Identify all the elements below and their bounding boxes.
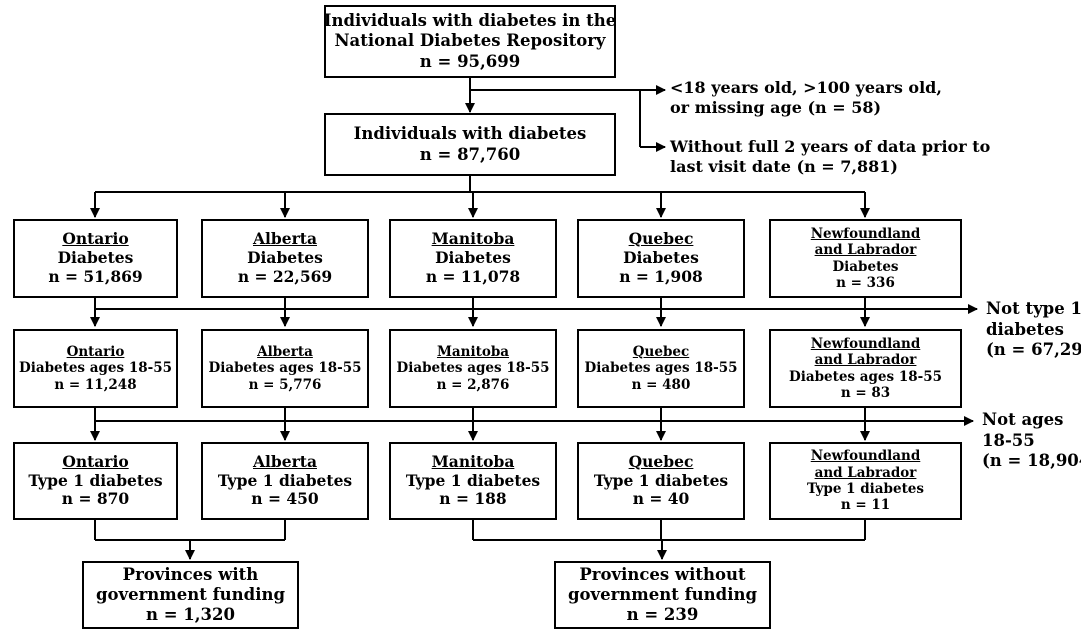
cohort-count: n = 188	[439, 489, 507, 509]
exclusion-data-line2: last visit date (n = 7,881)	[670, 157, 898, 176]
cohort-label: Diabetes	[57, 248, 134, 268]
cohort-label: Diabetes	[247, 248, 323, 268]
province-name: Alberta	[257, 343, 313, 360]
cohort-label: Diabetes ages 18-55	[584, 360, 738, 377]
cohort-label: Diabetes ages 18-55	[19, 360, 172, 377]
funded-line1: Provinces with	[122, 564, 259, 584]
root-line1: Individuals with diabetes in the	[323, 11, 617, 31]
manitoba-diabetes-box: Manitoba Diabetes n = 11,078	[389, 219, 557, 298]
alberta-ages-box: Alberta Diabetes ages 18-55 n = 5,776	[201, 329, 369, 408]
province-name: Manitoba	[436, 343, 510, 360]
quebec-type1-box: Quebec Type 1 diabetes n = 40	[577, 442, 745, 520]
not-type1-line2: diabetes	[986, 319, 1064, 339]
province-name-part1: Newfoundland	[810, 448, 921, 465]
province-name: Ontario	[62, 451, 129, 471]
ontario-type1-box: Ontario Type 1 diabetes n = 870	[13, 442, 178, 520]
not-ages-note: Not ages 18-55 (n = 18,904)	[982, 410, 1081, 472]
cohort-count: n = 450	[251, 489, 319, 509]
province-name: Manitoba	[431, 451, 515, 471]
cohort-count: n = 5,776	[248, 376, 322, 393]
second-count: n = 87,760	[419, 144, 521, 164]
manitoba-ages-box: Manitoba Diabetes ages 18-55 n = 2,876	[389, 329, 557, 408]
newfoundland-diabetes-box: Newfoundland and Labrador Diabetes n = 3…	[769, 219, 962, 298]
province-name: Manitoba	[431, 229, 515, 249]
not-type1-line1: Not type 1	[986, 299, 1081, 318]
unfunded-line2: government funding	[567, 584, 758, 604]
province-name: Alberta	[253, 451, 317, 471]
province-name-part1: Newfoundland	[810, 335, 921, 352]
province-name: Quebec	[628, 229, 694, 249]
exclusion-age-line1: <18 years old, >100 years old,	[670, 78, 942, 97]
second-box: Individuals with diabetes n = 87,760	[324, 113, 616, 176]
ontario-ages-box: Ontario Diabetes ages 18-55 n = 11,248	[13, 329, 178, 408]
funded-line2: government funding	[95, 584, 286, 604]
province-name: Alberta	[253, 229, 317, 249]
cohort-count: n = 40	[632, 489, 690, 509]
cohort-count: n = 51,869	[48, 266, 143, 286]
cohort-count: n = 336	[836, 274, 895, 291]
root-count: n = 95,699	[419, 51, 521, 71]
cohort-label: Diabetes	[832, 258, 899, 275]
cohort-label: Diabetes	[435, 248, 511, 268]
cohort-label: Type 1 diabetes	[593, 470, 729, 490]
cohort-count: n = 11,078	[425, 266, 521, 286]
cohort-label: Diabetes ages 18-55	[396, 360, 550, 377]
quebec-ages-box: Quebec Diabetes ages 18-55 n = 480	[577, 329, 745, 408]
cohort-label: Type 1 diabetes	[807, 481, 924, 497]
cohort-label: Type 1 diabetes	[28, 470, 163, 490]
unfunded-box: Provinces without government funding n =…	[554, 561, 771, 629]
cohort-count: n = 22,569	[237, 266, 333, 286]
unfunded-count: n = 239	[626, 605, 699, 625]
cohort-count: n = 11	[840, 497, 891, 514]
exclusion-data-line1: Without full 2 years of data prior to	[670, 137, 991, 156]
province-name: Quebec	[628, 451, 694, 471]
root-line2: National Diabetes Repository	[334, 31, 606, 51]
province-name: Ontario	[66, 343, 125, 360]
manitoba-type1-box: Manitoba Type 1 diabetes n = 188	[389, 442, 557, 520]
province-name: Ontario	[62, 229, 129, 249]
newfoundland-ages-box: Newfoundland and Labrador Diabetes ages …	[769, 329, 962, 408]
exclusion-age-line2: or missing age (n = 58)	[670, 98, 882, 117]
not-ages-line2: 18-55	[982, 430, 1035, 450]
root-box: Individuals with diabetes in the Nationa…	[324, 5, 616, 78]
ontario-diabetes-box: Ontario Diabetes n = 51,869	[13, 219, 178, 298]
not-type1-line3: (n = 67,297)	[986, 340, 1081, 360]
cohort-label: Type 1 diabetes	[405, 470, 541, 490]
cohort-count: n = 480	[631, 376, 691, 393]
alberta-diabetes-box: Alberta Diabetes n = 22,569	[201, 219, 369, 298]
province-name-part2: and Labrador	[814, 464, 917, 481]
newfoundland-type1-box: Newfoundland and Labrador Type 1 diabete…	[769, 442, 962, 520]
exclusion-data-note: Without full 2 years of data prior to la…	[670, 137, 990, 177]
province-name-part1: Newfoundland	[810, 225, 921, 242]
province-name: Quebec	[632, 343, 690, 360]
cohort-label: Diabetes	[623, 248, 699, 268]
cohort-count: n = 11,248	[54, 376, 137, 393]
cohort-count: n = 870	[61, 489, 130, 509]
not-type1-note: Not type 1 diabetes (n = 67,297)	[986, 299, 1081, 361]
cohort-count: n = 2,876	[436, 376, 510, 393]
funded-count: n = 1,320	[146, 605, 235, 625]
cohort-label: Diabetes ages 18-55	[789, 368, 942, 385]
not-ages-line3: (n = 18,904)	[982, 451, 1081, 471]
unfunded-line1: Provinces without	[579, 564, 746, 584]
cohort-count: n = 1,908	[619, 266, 703, 286]
second-line1: Individuals with diabetes	[353, 124, 587, 144]
quebec-diabetes-box: Quebec Diabetes n = 1,908	[577, 219, 745, 298]
not-ages-line1: Not ages	[982, 410, 1064, 429]
alberta-type1-box: Alberta Type 1 diabetes n = 450	[201, 442, 369, 520]
province-name-part2: and Labrador	[814, 352, 917, 369]
province-name-part2: and Labrador	[814, 242, 917, 259]
funded-box: Provinces with government funding n = 1,…	[82, 561, 299, 629]
cohort-label: Diabetes ages 18-55	[208, 360, 362, 377]
cohort-label: Type 1 diabetes	[217, 470, 353, 490]
exclusion-age-note: <18 years old, >100 years old, or missin…	[670, 78, 942, 118]
cohort-count: n = 83	[840, 384, 891, 401]
